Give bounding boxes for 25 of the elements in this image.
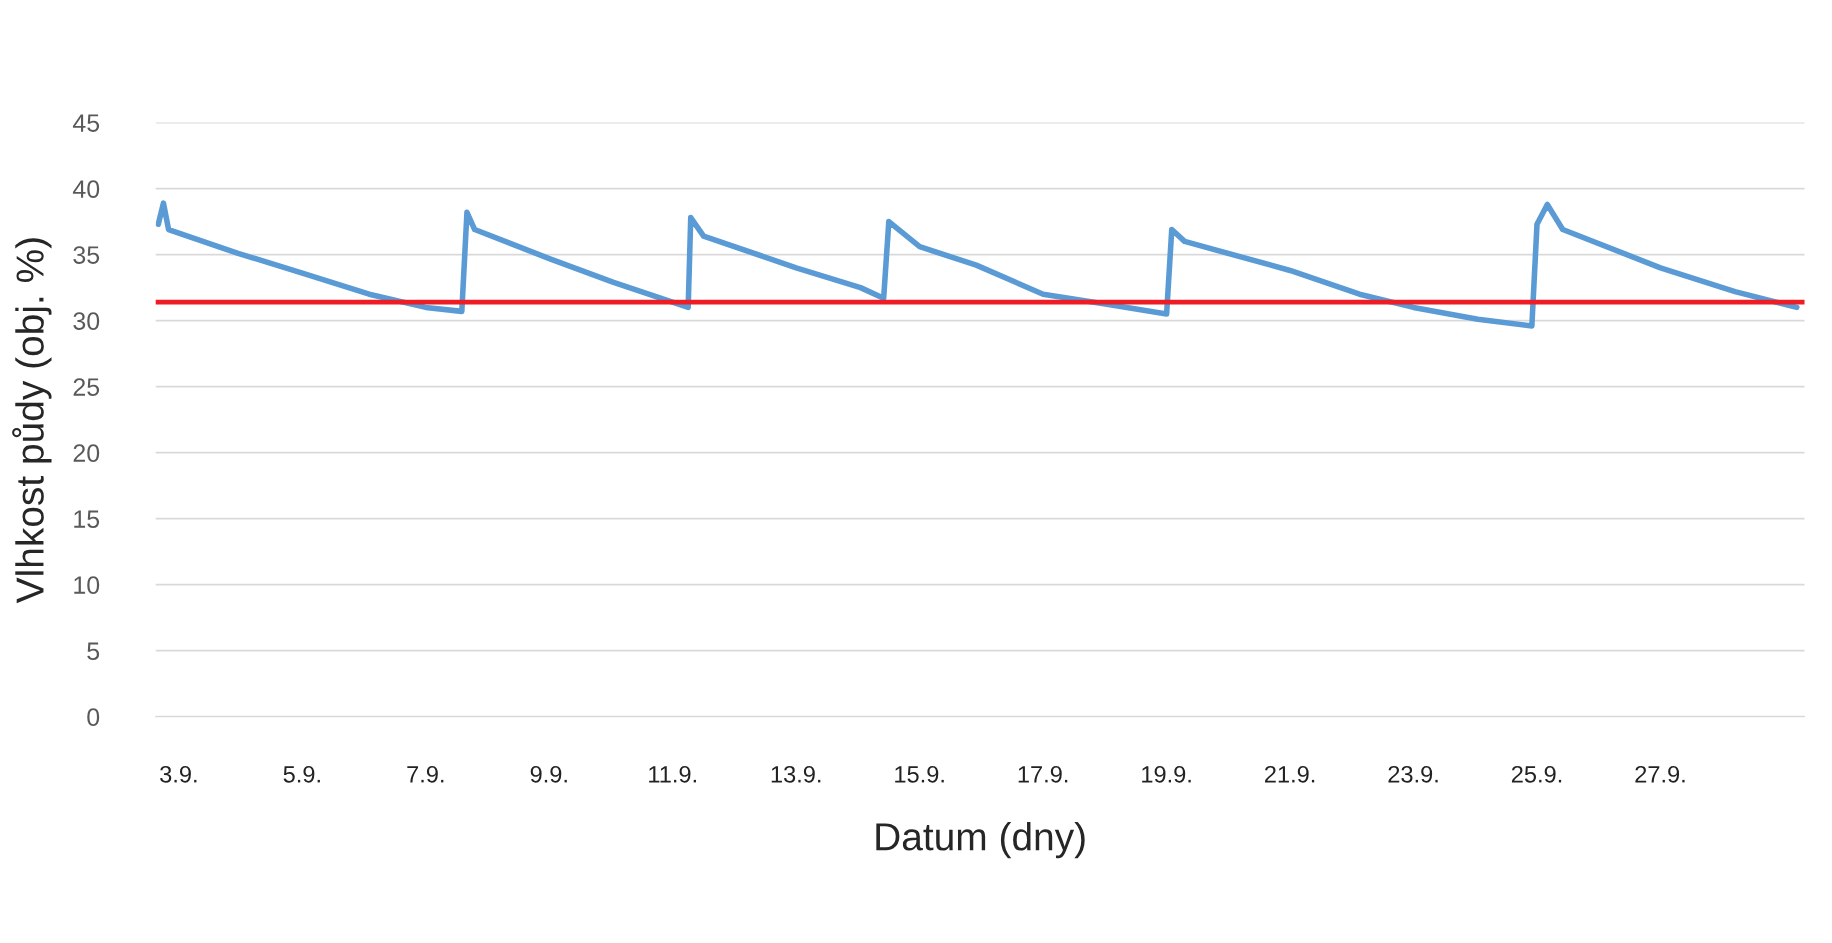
x-tick-label: 15.9.: [895, 765, 944, 783]
y-tick-label: 20: [73, 444, 100, 462]
x-tick-label: 11.9.: [649, 765, 696, 783]
x-axis-title: Datum (dny): [876, 822, 1085, 859]
x-tick-label: 27.9.: [1635, 765, 1685, 783]
y-tick-label: 35: [73, 246, 100, 264]
x-tick-label: 21.9.: [1265, 765, 1315, 783]
x-tick-label: 3.9.: [160, 765, 197, 783]
x-tick-label: 13.9.: [771, 765, 821, 783]
x-tick-label: 5.9.: [283, 765, 320, 783]
y-tick-label: 0: [87, 708, 100, 726]
y-tick-label: 40: [72, 180, 100, 198]
x-tick-label: 25.9.: [1511, 765, 1562, 783]
y-tick-label: 5: [87, 642, 100, 660]
x-tick-label: 17.9.: [1018, 765, 1068, 783]
y-tick-label: 45: [72, 114, 100, 132]
x-tick-label: 9.9.: [530, 765, 567, 783]
x-tick-label: 23.9.: [1388, 765, 1438, 783]
x-tick-label: 7.9.: [407, 765, 444, 783]
y-tick-label: 15: [74, 510, 100, 528]
y-axis-title: Vlhkost půdy (obj. %): [12, 238, 52, 604]
y-tick-label: 25: [73, 378, 100, 396]
y-tick-label: 30: [73, 312, 100, 330]
x-tick-label: 19.9.: [1142, 765, 1191, 783]
y-tick-label: 10: [74, 576, 100, 594]
